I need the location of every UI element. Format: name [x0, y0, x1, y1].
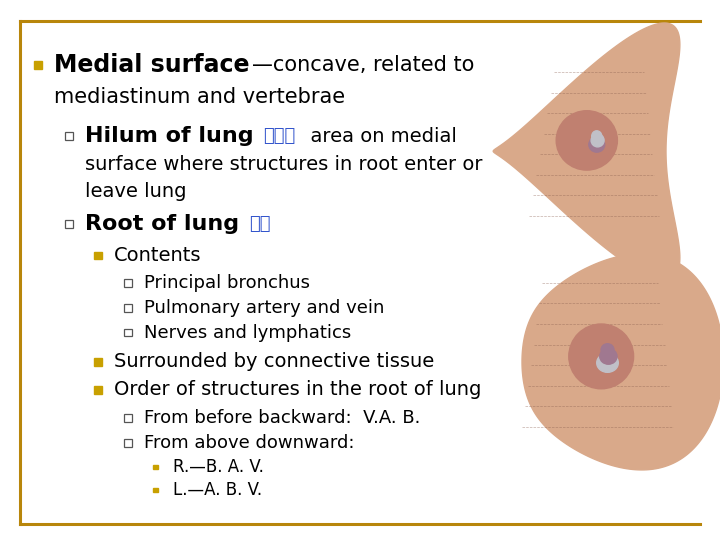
Text: Nerves and lymphatics: Nerves and lymphatics: [144, 323, 351, 342]
Text: Medial surface: Medial surface: [54, 53, 250, 77]
Bar: [94, 358, 102, 366]
Text: R.—B. A. V.: R.—B. A. V.: [173, 458, 264, 476]
Text: Root of lung: Root of lung: [85, 214, 247, 234]
Text: 肺门：: 肺门：: [264, 127, 296, 145]
Text: leave lung: leave lung: [85, 182, 186, 201]
Text: From before backward:  V.A. B.: From before backward: V.A. B.: [144, 409, 420, 427]
Text: mediastinum and vertebrae: mediastinum and vertebrae: [54, 87, 345, 107]
Text: Hilum of lung: Hilum of lung: [85, 126, 261, 146]
Text: 肺根: 肺根: [249, 215, 271, 233]
Bar: [124, 329, 132, 336]
Ellipse shape: [569, 324, 634, 389]
Bar: [124, 414, 132, 422]
Text: Principal bronchus: Principal bronchus: [144, 274, 310, 292]
Bar: [124, 279, 132, 287]
Bar: [153, 488, 158, 492]
Ellipse shape: [601, 344, 614, 356]
Bar: [153, 465, 158, 469]
Text: —concave, related to: —concave, related to: [252, 55, 474, 75]
Bar: [34, 61, 42, 69]
Text: Pulmonary artery and vein: Pulmonary artery and vein: [144, 299, 384, 317]
Ellipse shape: [589, 137, 605, 152]
Polygon shape: [522, 254, 720, 470]
Ellipse shape: [592, 131, 602, 141]
Ellipse shape: [597, 353, 618, 372]
Bar: [94, 386, 102, 394]
Ellipse shape: [591, 134, 604, 147]
Ellipse shape: [600, 349, 617, 364]
Text: From above downward:: From above downward:: [144, 434, 354, 452]
Bar: [94, 252, 102, 259]
Text: area on medial: area on medial: [298, 126, 456, 146]
Text: L.—A. B. V.: L.—A. B. V.: [173, 481, 262, 500]
Text: Order of structures in the root of lung: Order of structures in the root of lung: [114, 380, 481, 400]
Text: Surrounded by connective tissue: Surrounded by connective tissue: [114, 352, 434, 372]
Bar: [124, 439, 132, 447]
Text: surface where structures in root enter or: surface where structures in root enter o…: [85, 155, 482, 174]
Bar: [65, 132, 73, 140]
Ellipse shape: [556, 111, 618, 170]
Bar: [65, 220, 73, 228]
Polygon shape: [493, 23, 680, 279]
Bar: [124, 304, 132, 312]
Text: Contents: Contents: [114, 246, 202, 265]
